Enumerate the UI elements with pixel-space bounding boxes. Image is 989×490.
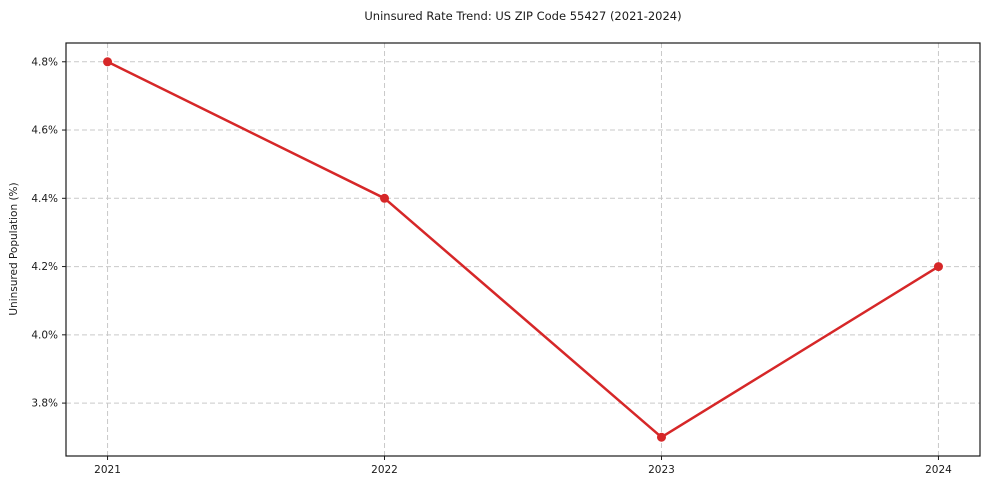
x-tick-label: 2021 [94,464,121,476]
data-point-marker [656,432,666,442]
y-tick-label: 4.6% [31,125,58,137]
chart-title: Uninsured Rate Trend: US ZIP Code 55427 … [364,9,682,23]
plot-border [65,42,981,457]
series-line [106,60,940,439]
x-tick-label: 2023 [648,464,675,476]
y-tick-label: 4.4% [31,193,58,205]
data-point-marker [933,262,943,272]
y-tick-label: 3.8% [31,398,58,410]
data-point-marker [103,57,113,67]
x-tick-label: 2022 [371,464,398,476]
data-point-marker [380,193,390,203]
y-tick-label: 4.0% [31,329,58,341]
x-tick-label: 2024 [925,464,952,476]
y-tick-label: 4.2% [31,261,58,273]
y-tick-label: 4.8% [31,56,58,68]
